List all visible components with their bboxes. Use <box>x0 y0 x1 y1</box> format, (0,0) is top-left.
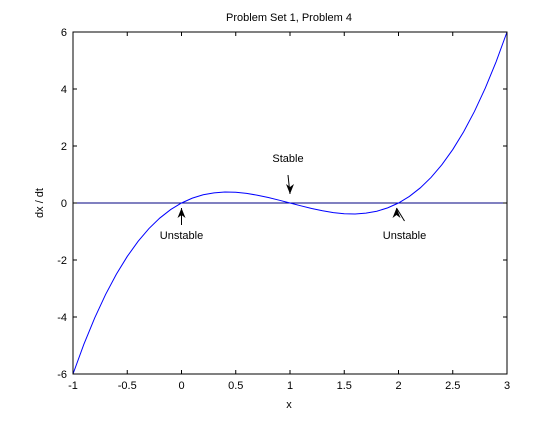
x-tick-label: 0 <box>178 380 184 392</box>
x-tick-label: 0.5 <box>228 380 243 392</box>
y-tick-label: -4 <box>57 312 67 324</box>
x-tick-label: 1 <box>287 380 293 392</box>
x-tick-label: 2.5 <box>445 380 460 392</box>
x-tick-label: 1.5 <box>337 380 352 392</box>
x-axis-label: x <box>286 399 292 411</box>
y-axis-label: dx / dt <box>34 188 46 218</box>
y-tick-label: 6 <box>61 27 67 39</box>
chart-title: Problem Set 1, Problem 4 <box>226 12 352 24</box>
annotation-label: Unstable <box>160 230 203 242</box>
y-tick-label: -6 <box>57 369 67 381</box>
y-tick-label: -2 <box>57 255 67 267</box>
annotation-label: Unstable <box>383 230 426 242</box>
y-tick-label: 2 <box>61 141 67 153</box>
x-tick-label: 3 <box>504 380 510 392</box>
annotation-label: Stable <box>272 153 303 165</box>
y-tick-label: 4 <box>61 84 67 96</box>
x-tick-label: -1 <box>68 380 78 392</box>
y-tick-label: 0 <box>61 198 67 210</box>
x-tick-label: -0.5 <box>118 380 137 392</box>
x-tick-label: 2 <box>395 380 401 392</box>
